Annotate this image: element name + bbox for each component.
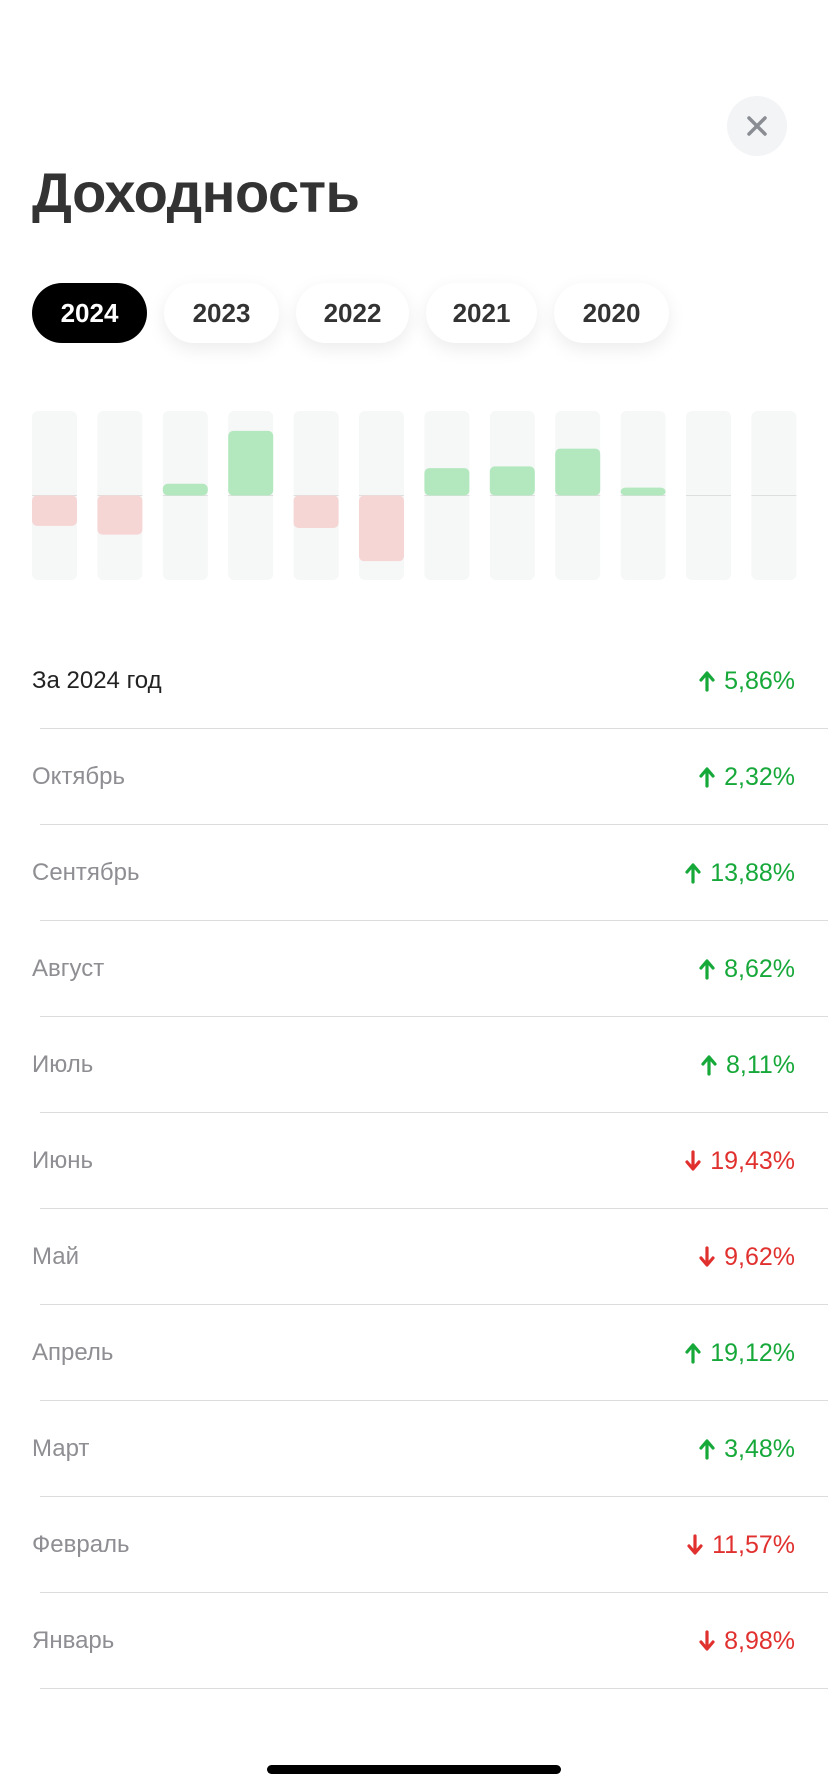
separator: [40, 1400, 828, 1401]
month-row: Февраль 11,57%: [0, 1497, 828, 1593]
month-row: Сентябрь 13,88%: [0, 825, 828, 921]
arrow-up: [699, 959, 715, 980]
value-text: 19,43%: [710, 1147, 795, 1175]
year-tab[interactable]: 2024: [32, 283, 147, 343]
bar: [424, 468, 470, 496]
home-indicator: [267, 1765, 561, 1774]
arrow-down: [687, 1534, 703, 1555]
title: Доходность: [32, 161, 360, 224]
separator: [40, 1112, 828, 1113]
bar: [228, 430, 274, 496]
month-row: Май 9,62%: [0, 1209, 828, 1305]
row-label: Февраль: [32, 1531, 130, 1558]
arrow-up: [699, 1439, 715, 1460]
bar: [97, 495, 143, 535]
month-row: Август 8,62%: [0, 921, 828, 1017]
year-tab[interactable]: 2023: [164, 283, 279, 343]
arrow-up: [685, 863, 701, 884]
row-label: Март: [32, 1435, 90, 1462]
value-text: 9,62%: [724, 1243, 795, 1271]
bar: [359, 495, 404, 562]
value-text: 8,98%: [724, 1627, 795, 1655]
arrow-up: [699, 767, 715, 788]
row-label: Август: [32, 955, 105, 982]
arrow-down: [685, 1150, 701, 1171]
row-value: 8,11%: [700, 1017, 795, 1113]
close-icon: [747, 116, 767, 136]
separator: [40, 920, 828, 921]
bar: [620, 487, 666, 496]
arrow-up: [685, 1343, 701, 1364]
row-value: 8,62%: [698, 921, 795, 1017]
row-label: Июнь: [32, 1147, 94, 1174]
value-text: 3,48%: [724, 1435, 795, 1463]
row-label: Январь: [32, 1627, 115, 1654]
chart: [32, 411, 797, 580]
row-value: 13,88%: [684, 825, 795, 921]
summary-row: За 2024 год 5,86%: [0, 633, 828, 729]
separator: [40, 1016, 828, 1017]
separator: [40, 728, 828, 729]
row-value: 8,98%: [698, 1593, 795, 1689]
bar: [293, 495, 339, 529]
row-label: Сентябрь: [32, 859, 140, 886]
bar: [32, 495, 77, 526]
bar: [555, 448, 601, 496]
month-row: Апрель 19,12%: [0, 1305, 828, 1401]
year-tab[interactable]: 2020: [554, 283, 669, 343]
separator: [40, 1304, 828, 1305]
value-text: 19,12%: [710, 1339, 795, 1367]
separator: [40, 1496, 828, 1497]
year-tab[interactable]: 2022: [296, 283, 409, 343]
row-value: 19,43%: [684, 1113, 795, 1209]
month-row: Октябрь 2,32%: [0, 729, 828, 825]
value-text: 11,57%: [712, 1531, 795, 1559]
row-value: 5,86%: [698, 633, 795, 729]
row-value: 19,12%: [684, 1305, 795, 1401]
row-value: 3,48%: [698, 1401, 795, 1497]
arrow-up: [701, 1055, 717, 1076]
value-text: 2,32%: [724, 763, 795, 791]
row-value: 11,57%: [686, 1497, 795, 1593]
value-text: 5,86%: [724, 667, 795, 695]
row-label: Май: [32, 1243, 80, 1270]
arrow-down: [699, 1246, 715, 1267]
row-label: Июль: [32, 1051, 94, 1078]
separator: [40, 1208, 828, 1209]
row-value: 2,32%: [698, 729, 795, 825]
separator: [40, 824, 828, 825]
arrow-down: [699, 1630, 715, 1651]
close-button[interactable]: [727, 96, 787, 156]
separator: [40, 1688, 828, 1689]
row-label: Апрель: [32, 1339, 114, 1366]
arrow-up: [699, 671, 715, 692]
month-row: Июнь 19,43%: [0, 1113, 828, 1209]
value-text: 8,62%: [724, 955, 795, 983]
bar: [162, 483, 208, 496]
month-row: Июль 8,11%: [0, 1017, 828, 1113]
row-label: Октябрь: [32, 763, 126, 790]
month-row: Март 3,48%: [0, 1401, 828, 1497]
separator: [40, 1592, 828, 1593]
value-text: 13,88%: [710, 859, 795, 887]
row-label: За 2024 год: [32, 667, 162, 694]
year-tab[interactable]: 2021: [426, 283, 537, 343]
value-text: 8,11%: [725, 1051, 795, 1079]
month-row: Январь 8,98%: [0, 1593, 828, 1689]
row-value: 9,62%: [698, 1209, 795, 1305]
bar: [489, 466, 535, 496]
